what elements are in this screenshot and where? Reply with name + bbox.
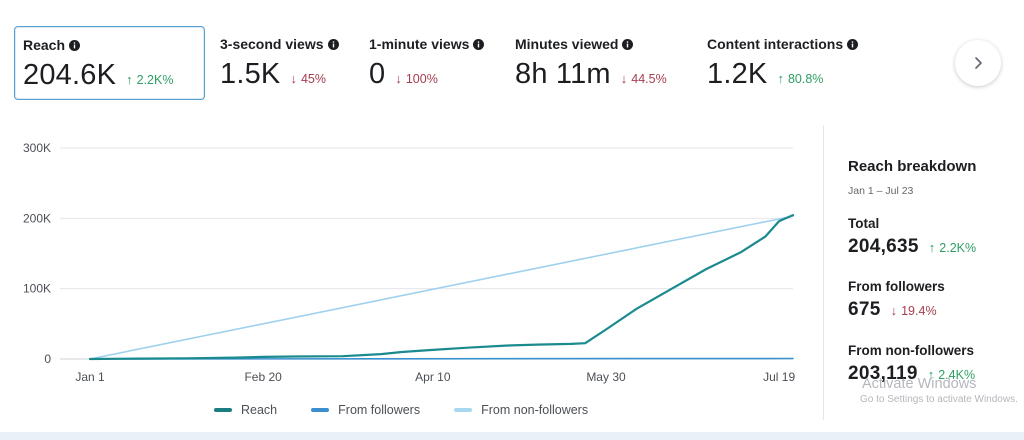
metric-value: 204.6K bbox=[23, 59, 117, 91]
breakdown-change-text: 2.2K% bbox=[939, 240, 977, 255]
info-icon[interactable] bbox=[327, 38, 339, 50]
legend-label: Reach bbox=[241, 403, 278, 417]
y-axis-ticks: 300K 200K 100K 0 bbox=[23, 141, 51, 366]
metric-change-text: 80.8% bbox=[787, 71, 824, 86]
metric-change: ↓ 44.5% bbox=[621, 71, 667, 86]
breakdown-value: 204,635 bbox=[848, 236, 919, 257]
legend-item-from-non-followers[interactable]: From non-followers bbox=[454, 403, 588, 417]
metric-change-text: 44.5% bbox=[631, 71, 667, 86]
y-tick-label: 0 bbox=[44, 352, 51, 366]
metric-tab-minutes-viewed[interactable]: Minutes viewed 8h 11m ↓ 44.5% bbox=[507, 26, 692, 100]
x-tick-label: May 30 bbox=[586, 370, 626, 384]
y-tick-label: 300K bbox=[23, 141, 51, 155]
breakdown-label: From followers bbox=[848, 279, 945, 294]
info-icon[interactable] bbox=[847, 38, 859, 50]
chart-grid bbox=[60, 147, 793, 360]
arrow-down-icon: ↓ bbox=[395, 71, 402, 86]
arrow-up-icon: ↑ bbox=[927, 367, 935, 382]
chart-series bbox=[88, 213, 795, 361]
breakdown-date-range: Jan 1 – Jul 23 bbox=[848, 185, 914, 197]
breakdown-change: ↑ 2.4K% bbox=[928, 367, 975, 382]
arrow-up-icon: ↑ bbox=[928, 240, 936, 255]
legend-swatch bbox=[454, 408, 473, 412]
arrow-up-icon: ↑ bbox=[126, 72, 133, 87]
info-icon[interactable] bbox=[69, 39, 81, 51]
metric-change: ↑ 80.8% bbox=[777, 71, 823, 86]
metric-label: Content interactions bbox=[707, 36, 844, 52]
legend-item-reach[interactable]: Reach bbox=[214, 403, 277, 417]
y-tick-label: 200K bbox=[23, 211, 51, 225]
metric-label: 3-second views bbox=[220, 36, 324, 52]
breakdown-from-non-followers: From non-followers 203,119 ↑ 2.4K% bbox=[848, 343, 975, 385]
metric-label: Minutes viewed bbox=[515, 36, 619, 52]
chevron-right-icon bbox=[975, 57, 982, 69]
metric-change: ↑ 2.2K% bbox=[126, 72, 173, 87]
metric-tab-reach[interactable]: Reach 204.6K ↑ 2.2K% bbox=[14, 26, 205, 100]
metric-change-text: 45% bbox=[300, 71, 326, 86]
reach-breakdown-panel: Reach breakdown Jan 1 – Jul 23 Total 204… bbox=[848, 158, 977, 384]
watermark-title: Activate Windows bbox=[862, 376, 977, 392]
next-metrics-button[interactable] bbox=[955, 40, 1001, 86]
metric-change: ↓ 100% bbox=[395, 71, 437, 86]
breakdown-label: From non-followers bbox=[848, 343, 974, 358]
reach-line-chart: 300K 200K 100K 0 Jan 1 Feb 20 Apr 10 May 30 Jul… bbox=[23, 141, 796, 384]
metric-value: 1.5K bbox=[220, 58, 281, 90]
chart-legend: Reach From followers From non-followers bbox=[214, 403, 588, 417]
legend-item-from-followers[interactable]: From followers bbox=[311, 403, 420, 417]
breakdown-change: ↓ 19.4% bbox=[891, 303, 937, 318]
x-tick-label: Jul 19 bbox=[763, 370, 795, 384]
arrow-down-icon: ↓ bbox=[290, 71, 297, 86]
x-axis-ticks: Jan 1 Feb 20 Apr 10 May 30 Jul 19 bbox=[75, 370, 795, 384]
metric-label: 1-minute views bbox=[369, 36, 470, 52]
metric-value: 8h 11m bbox=[515, 58, 611, 90]
breakdown-change-text: 19.4% bbox=[901, 303, 937, 318]
metric-label: Reach bbox=[23, 37, 66, 53]
breakdown-change: ↑ 2.2K% bbox=[929, 240, 976, 255]
info-icon[interactable] bbox=[473, 38, 485, 50]
breakdown-total: Total 204,635 ↑ 2.2K% bbox=[848, 216, 976, 258]
metric-change-text: 100% bbox=[405, 71, 438, 86]
metric-value: 1.2K bbox=[707, 58, 768, 90]
breakdown-value: 675 bbox=[848, 299, 881, 320]
legend-swatch bbox=[214, 408, 232, 412]
metric-tab-3-second-views[interactable]: 3-second views 1.5K ↓ 45% bbox=[212, 26, 357, 100]
arrow-down-icon: ↓ bbox=[890, 303, 898, 318]
watermark-subtitle: Go to Settings to activate Windows. bbox=[860, 394, 1018, 405]
breakdown-value: 203,119 bbox=[848, 363, 918, 384]
metric-tab-1-minute-views[interactable]: 1-minute views 0 ↓ 100% bbox=[361, 26, 501, 100]
panel-divider bbox=[823, 125, 824, 420]
breakdown-title: Reach breakdown bbox=[848, 158, 977, 175]
bottom-bar bbox=[0, 432, 1024, 440]
series-line-from-non-followers bbox=[89, 215, 794, 360]
info-icon[interactable] bbox=[622, 38, 634, 50]
legend-label: From non-followers bbox=[481, 403, 589, 417]
x-tick-label: Apr 10 bbox=[415, 370, 451, 384]
breakdown-change-text: 2.4K% bbox=[938, 367, 976, 382]
metric-value: 0 bbox=[369, 58, 386, 90]
metric-tab-content-interactions[interactable]: Content interactions 1.2K ↑ 80.8% bbox=[699, 26, 881, 100]
metric-change: ↓ 45% bbox=[290, 71, 326, 86]
breakdown-label: Total bbox=[848, 216, 880, 231]
y-tick-label: 100K bbox=[23, 282, 51, 296]
arrow-down-icon: ↓ bbox=[620, 71, 628, 86]
metric-change-text: 2.2K% bbox=[136, 72, 174, 87]
arrow-up-icon: ↑ bbox=[777, 71, 784, 86]
legend-swatch bbox=[311, 408, 330, 412]
series-line-reach bbox=[88, 213, 795, 361]
breakdown-from-followers: From followers 675 ↓ 19.4% bbox=[848, 279, 945, 321]
legend-label: From followers bbox=[338, 403, 421, 417]
x-tick-label: Jan 1 bbox=[75, 370, 105, 384]
windows-activation-watermark: Activate Windows Go to Settings to activ… bbox=[860, 376, 1018, 405]
x-tick-label: Feb 20 bbox=[244, 370, 282, 384]
